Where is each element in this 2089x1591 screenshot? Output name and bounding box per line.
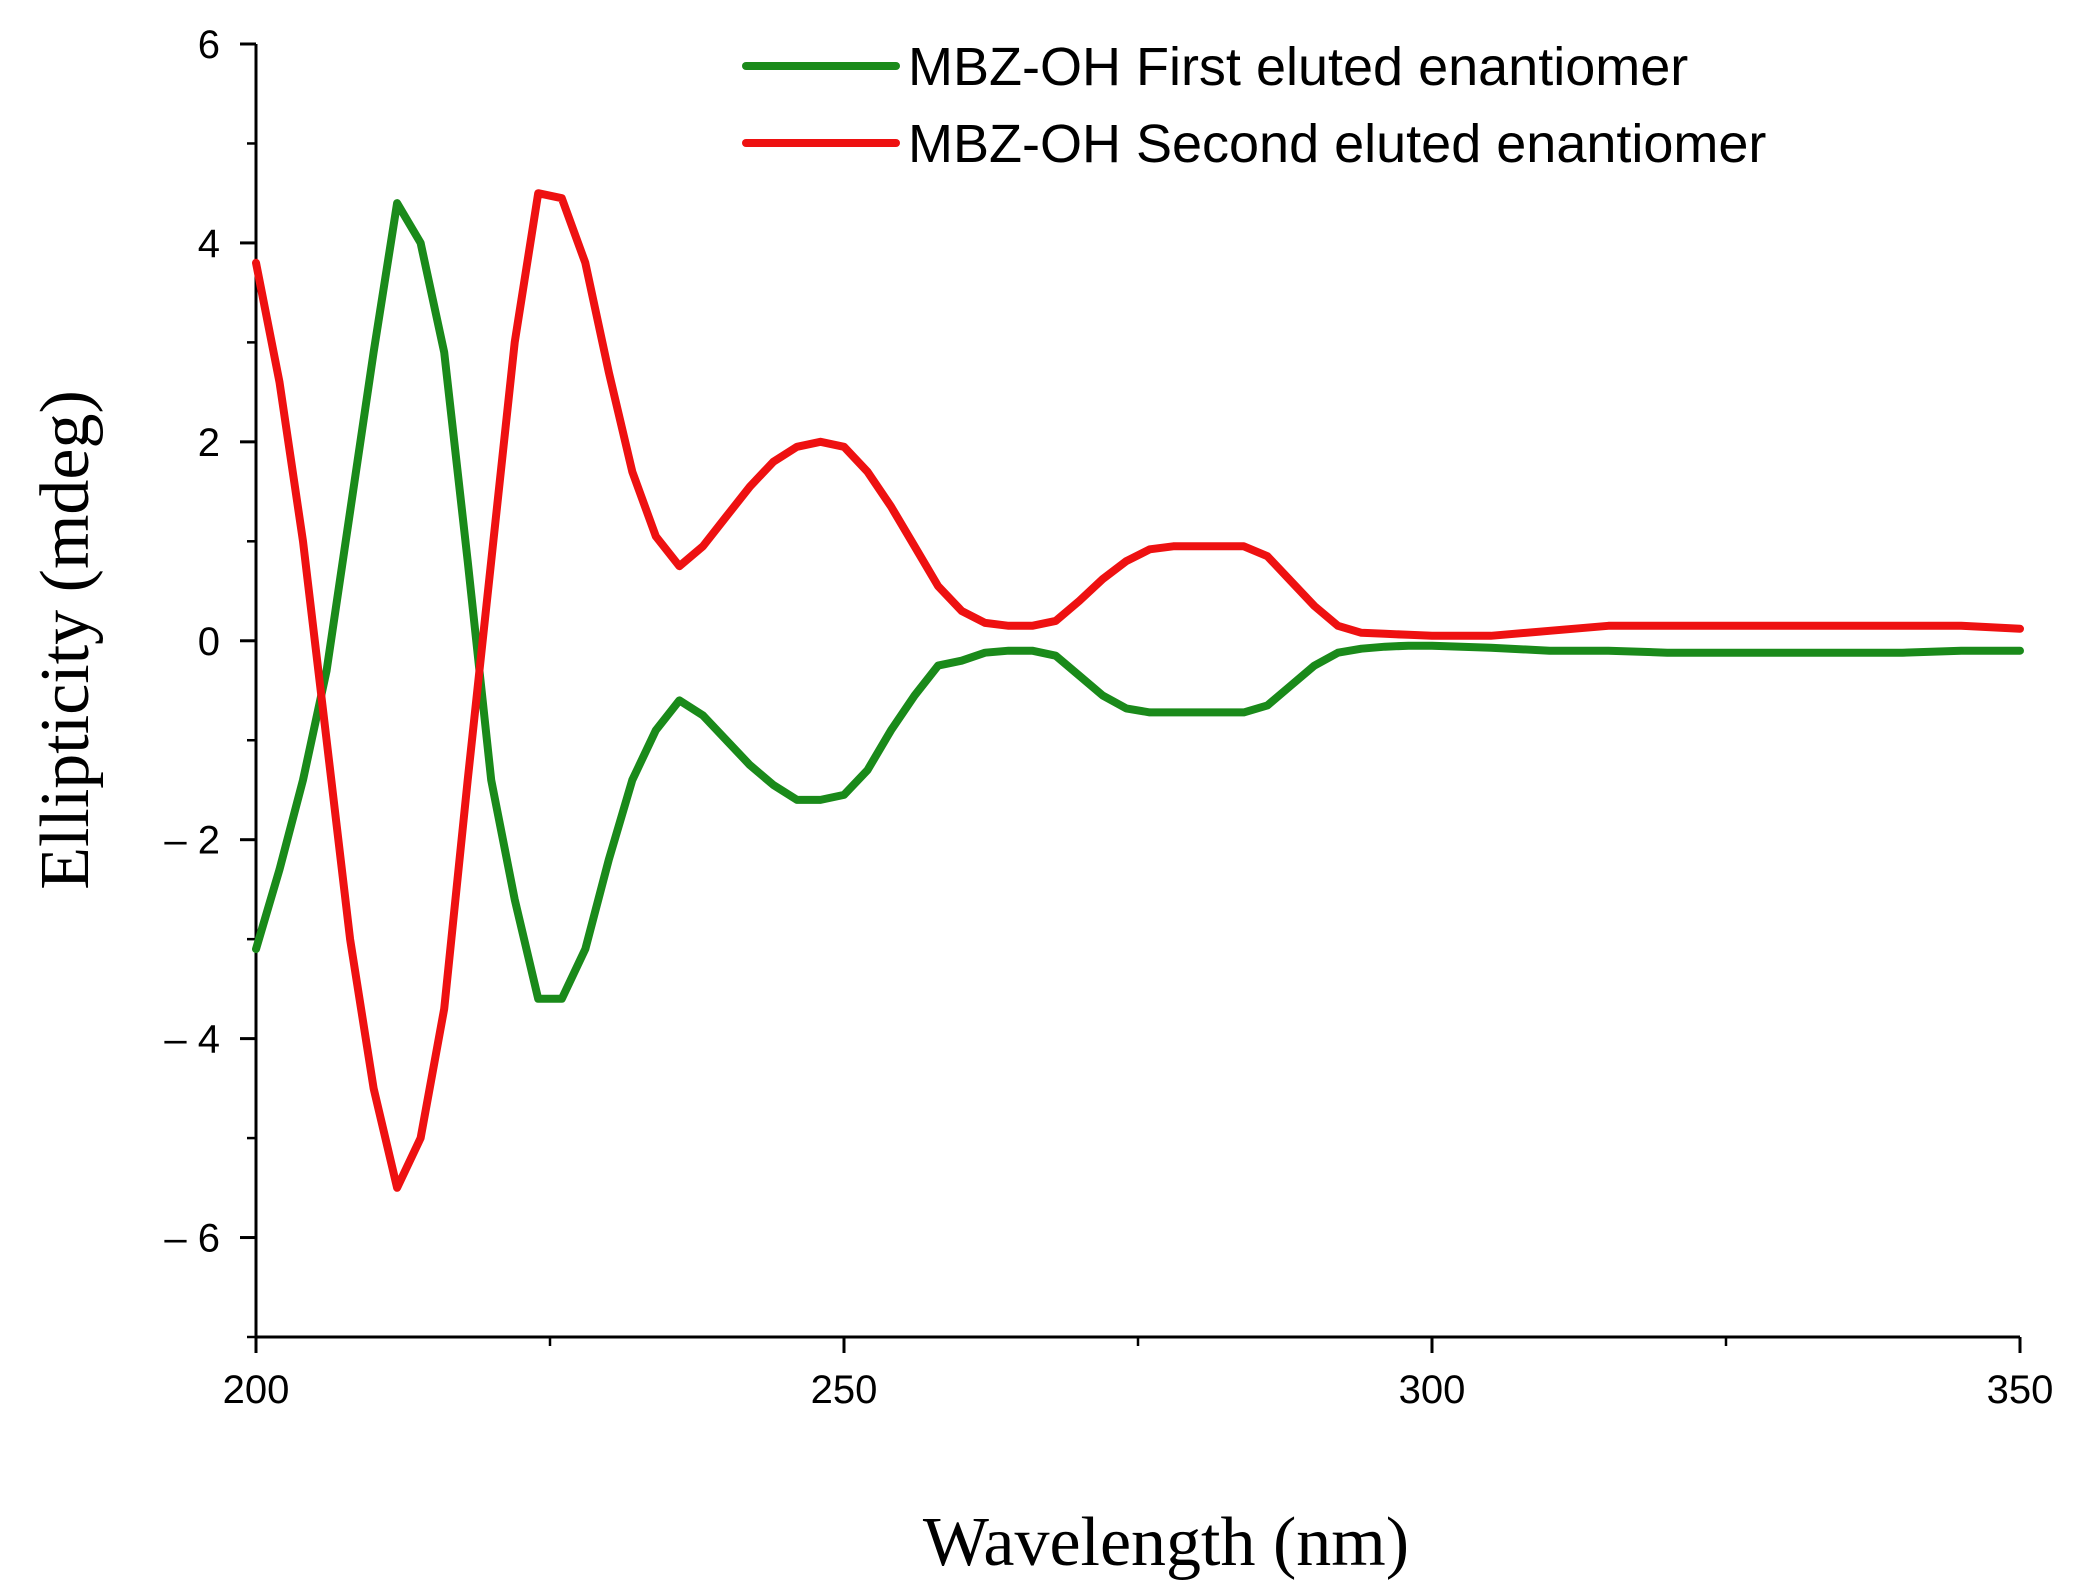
x-tick-label: 350 (1987, 1368, 2054, 1412)
legend: MBZ-OH First eluted enantiomer MBZ-OH Sec… (742, 37, 1766, 174)
y-tick-label: – 2 (164, 819, 220, 863)
series-line-1 (252, 199, 2024, 1003)
y-tick-label: 2 (198, 421, 220, 465)
legend-label-1: MBZ-OH First eluted enantiomer (908, 37, 1688, 97)
x-tick-label: 250 (811, 1368, 878, 1412)
y-tick-label: 0 (198, 620, 220, 664)
x-axis-title: Wavelength (nm) (923, 1504, 1409, 1581)
y-tick-label: 6 (198, 23, 220, 67)
x-tick-label: 200 (223, 1368, 290, 1412)
series-layer (252, 189, 2024, 1192)
series-line-2 (252, 189, 2024, 1192)
x-tick-label: 300 (1399, 1368, 1466, 1412)
legend-label-2: MBZ-OH Second eluted enantiomer (908, 114, 1766, 174)
y-tick-label: – 4 (164, 1018, 220, 1062)
axes-layer: 200 250 300 350 – 6 – 4 – 2 0 2 4 6 (164, 23, 2053, 1412)
y-tick-label: – 6 (164, 1217, 220, 1261)
y-axis-title: Ellipticity (mdeg) (27, 390, 104, 890)
y-tick-label: 4 (198, 222, 220, 266)
